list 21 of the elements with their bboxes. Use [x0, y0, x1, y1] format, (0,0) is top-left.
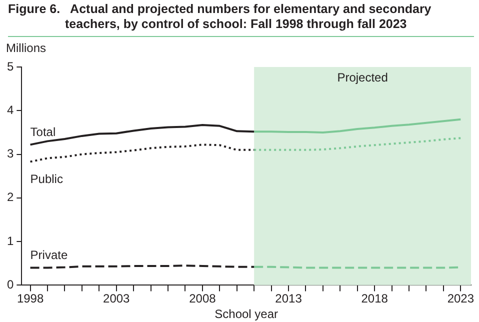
y-tick-label: 3: [6, 146, 14, 161]
line-series: [253, 137, 462, 151]
x-tick-label: 1998: [16, 292, 44, 306]
x-tick-label: 2013: [275, 292, 302, 306]
x-tick-label: 2018: [361, 292, 388, 306]
band-label: Projected: [337, 70, 388, 84]
y-tick-label: 0: [6, 278, 14, 292]
series-label: Private: [30, 248, 68, 262]
y-tick-label: 5: [6, 59, 14, 74]
line-series: [29, 144, 256, 163]
y-tick-label: 2: [6, 190, 14, 204]
y-tick-label: 4: [6, 102, 14, 117]
y-axis-title: Millions: [6, 41, 46, 55]
series-label: Total: [30, 124, 56, 139]
series-label: Public: [30, 172, 63, 186]
y-tick-label: 1: [6, 234, 14, 248]
chart-title: Figure 6. Actual and projected numbers for elementary and secondary teachers, by control of school: Fall 1998 through fall 2023: [8, 2, 474, 37]
x-tick-label: 2003: [103, 292, 130, 306]
x-tick-label: 2023: [447, 292, 474, 306]
x-axis-title: School year: [214, 307, 278, 322]
x-tick-label: 2008: [189, 292, 216, 306]
